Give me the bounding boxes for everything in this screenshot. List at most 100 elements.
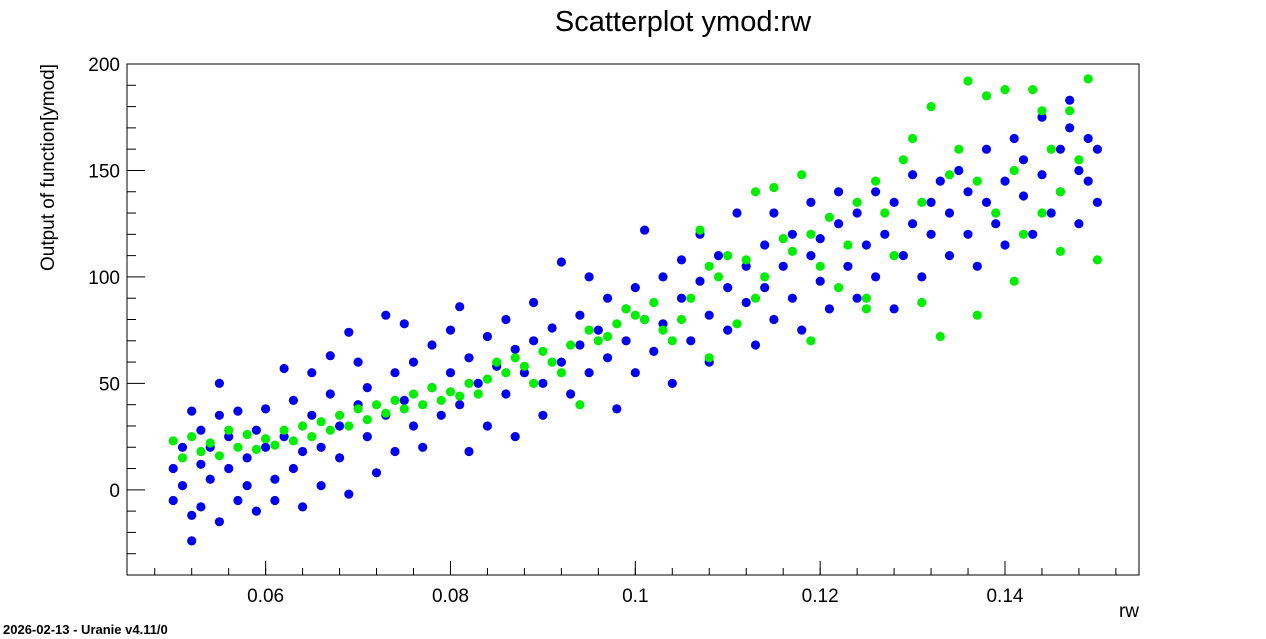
data-point-series-1 — [307, 410, 317, 420]
footer-text: 2026-02-13 - Uranie v4.11/0 — [3, 622, 168, 637]
data-point-series-2 — [972, 176, 982, 186]
data-point-series-2 — [963, 76, 973, 86]
data-point-series-1 — [242, 481, 252, 491]
data-point-series-1 — [760, 240, 770, 250]
data-point-series-1 — [944, 208, 955, 218]
data-point-series-1 — [288, 463, 298, 474]
data-point-series-2 — [501, 368, 511, 378]
data-point-series-1 — [686, 336, 696, 346]
data-point-series-1 — [501, 389, 511, 399]
data-point-series-2 — [196, 446, 206, 457]
data-point-series-1 — [325, 389, 335, 399]
data-point-series-2 — [399, 404, 409, 414]
data-point-series-2 — [261, 434, 271, 444]
data-point-series-1 — [427, 340, 437, 350]
data-point-series-1 — [298, 502, 308, 512]
data-point-series-2 — [1055, 187, 1065, 197]
x-tick-label: 0.14 — [986, 586, 1023, 607]
data-point-series-1 — [584, 272, 594, 282]
data-point-series-1 — [362, 383, 372, 393]
data-point-series-1 — [408, 421, 419, 431]
data-point-series-1 — [399, 319, 409, 329]
data-point-series-2 — [519, 361, 530, 371]
data-point-series-1 — [362, 432, 372, 442]
data-point-series-2 — [325, 425, 335, 435]
data-point-series-2 — [214, 451, 224, 461]
data-point-series-2 — [288, 436, 298, 446]
data-point-series-1 — [251, 425, 261, 435]
data-point-series-1 — [261, 404, 271, 414]
data-point-series-1 — [566, 389, 576, 399]
data-point-series-1 — [630, 368, 640, 378]
data-point-series-2 — [510, 353, 520, 363]
data-point-series-2 — [834, 283, 844, 293]
data-point-series-1 — [436, 410, 446, 420]
data-point-series-1 — [390, 446, 400, 457]
data-point-series-2 — [335, 410, 345, 420]
data-point-series-2 — [806, 229, 816, 239]
data-point-series-2 — [492, 357, 502, 367]
data-point-series-1 — [713, 251, 724, 261]
data-point-series-1 — [1037, 170, 1047, 180]
data-point-series-2 — [640, 314, 650, 325]
x-tick-label: 0.08 — [432, 586, 469, 607]
data-point-series-2 — [473, 389, 483, 399]
data-point-series-2 — [418, 400, 428, 410]
data-point-series-1 — [482, 331, 492, 342]
data-point-series-1 — [1074, 165, 1084, 176]
data-point-series-1 — [168, 463, 178, 474]
data-point-series-1 — [861, 240, 872, 250]
data-point-series-1 — [464, 353, 474, 363]
data-point-series-1 — [695, 276, 705, 286]
data-point-series-1 — [981, 197, 992, 207]
data-point-series-1 — [196, 502, 206, 512]
data-point-series-1 — [723, 325, 733, 335]
data-point-series-1 — [307, 368, 317, 378]
data-point-series-1 — [963, 187, 973, 197]
data-point-series-1 — [603, 353, 613, 363]
data-point-series-2 — [1018, 229, 1029, 239]
data-point-series-1 — [991, 219, 1001, 229]
data-point-series-1 — [630, 283, 640, 293]
data-point-series-1 — [760, 283, 770, 293]
data-point-series-1 — [1037, 112, 1047, 122]
x-axis-label: rw — [1119, 601, 1139, 622]
data-point-series-2 — [861, 304, 872, 314]
data-point-series-2 — [353, 404, 363, 414]
data-point-series-1 — [538, 378, 548, 388]
data-point-series-2 — [898, 155, 908, 165]
data-point-series-2 — [556, 368, 567, 378]
data-point-series-1 — [769, 314, 779, 325]
data-point-series-1 — [815, 276, 825, 286]
data-point-series-2 — [787, 246, 798, 256]
data-point-series-1 — [741, 297, 751, 308]
data-point-series-1 — [233, 406, 243, 416]
data-point-series-1 — [667, 378, 677, 388]
data-point-series-1 — [538, 410, 548, 420]
data-point-series-1 — [732, 208, 742, 218]
data-point-series-1 — [344, 489, 354, 499]
data-point-series-2 — [704, 353, 714, 363]
data-point-series-1 — [944, 251, 955, 261]
data-point-series-2 — [464, 378, 474, 388]
data-point-series-1 — [593, 325, 603, 335]
data-point-series-2 — [612, 319, 622, 329]
data-point-series-2 — [242, 429, 252, 440]
data-point-series-1 — [797, 325, 807, 335]
data-point-series-2 — [806, 336, 816, 346]
data-point-series-2 — [1037, 208, 1047, 218]
data-point-series-1 — [880, 229, 890, 239]
data-point-series-1 — [658, 319, 668, 329]
data-point-series-2 — [233, 442, 243, 452]
data-point-series-1 — [1083, 133, 1093, 144]
y-tick-label: 200 — [88, 55, 120, 76]
data-point-series-2 — [593, 336, 603, 346]
data-point-series-1 — [233, 495, 243, 506]
data-point-series-2 — [344, 421, 354, 431]
data-point-series-1 — [556, 357, 567, 367]
data-point-series-1 — [214, 410, 224, 420]
data-point-series-1 — [926, 229, 936, 239]
data-point-series-2 — [584, 325, 594, 335]
data-point-series-2 — [270, 440, 280, 450]
